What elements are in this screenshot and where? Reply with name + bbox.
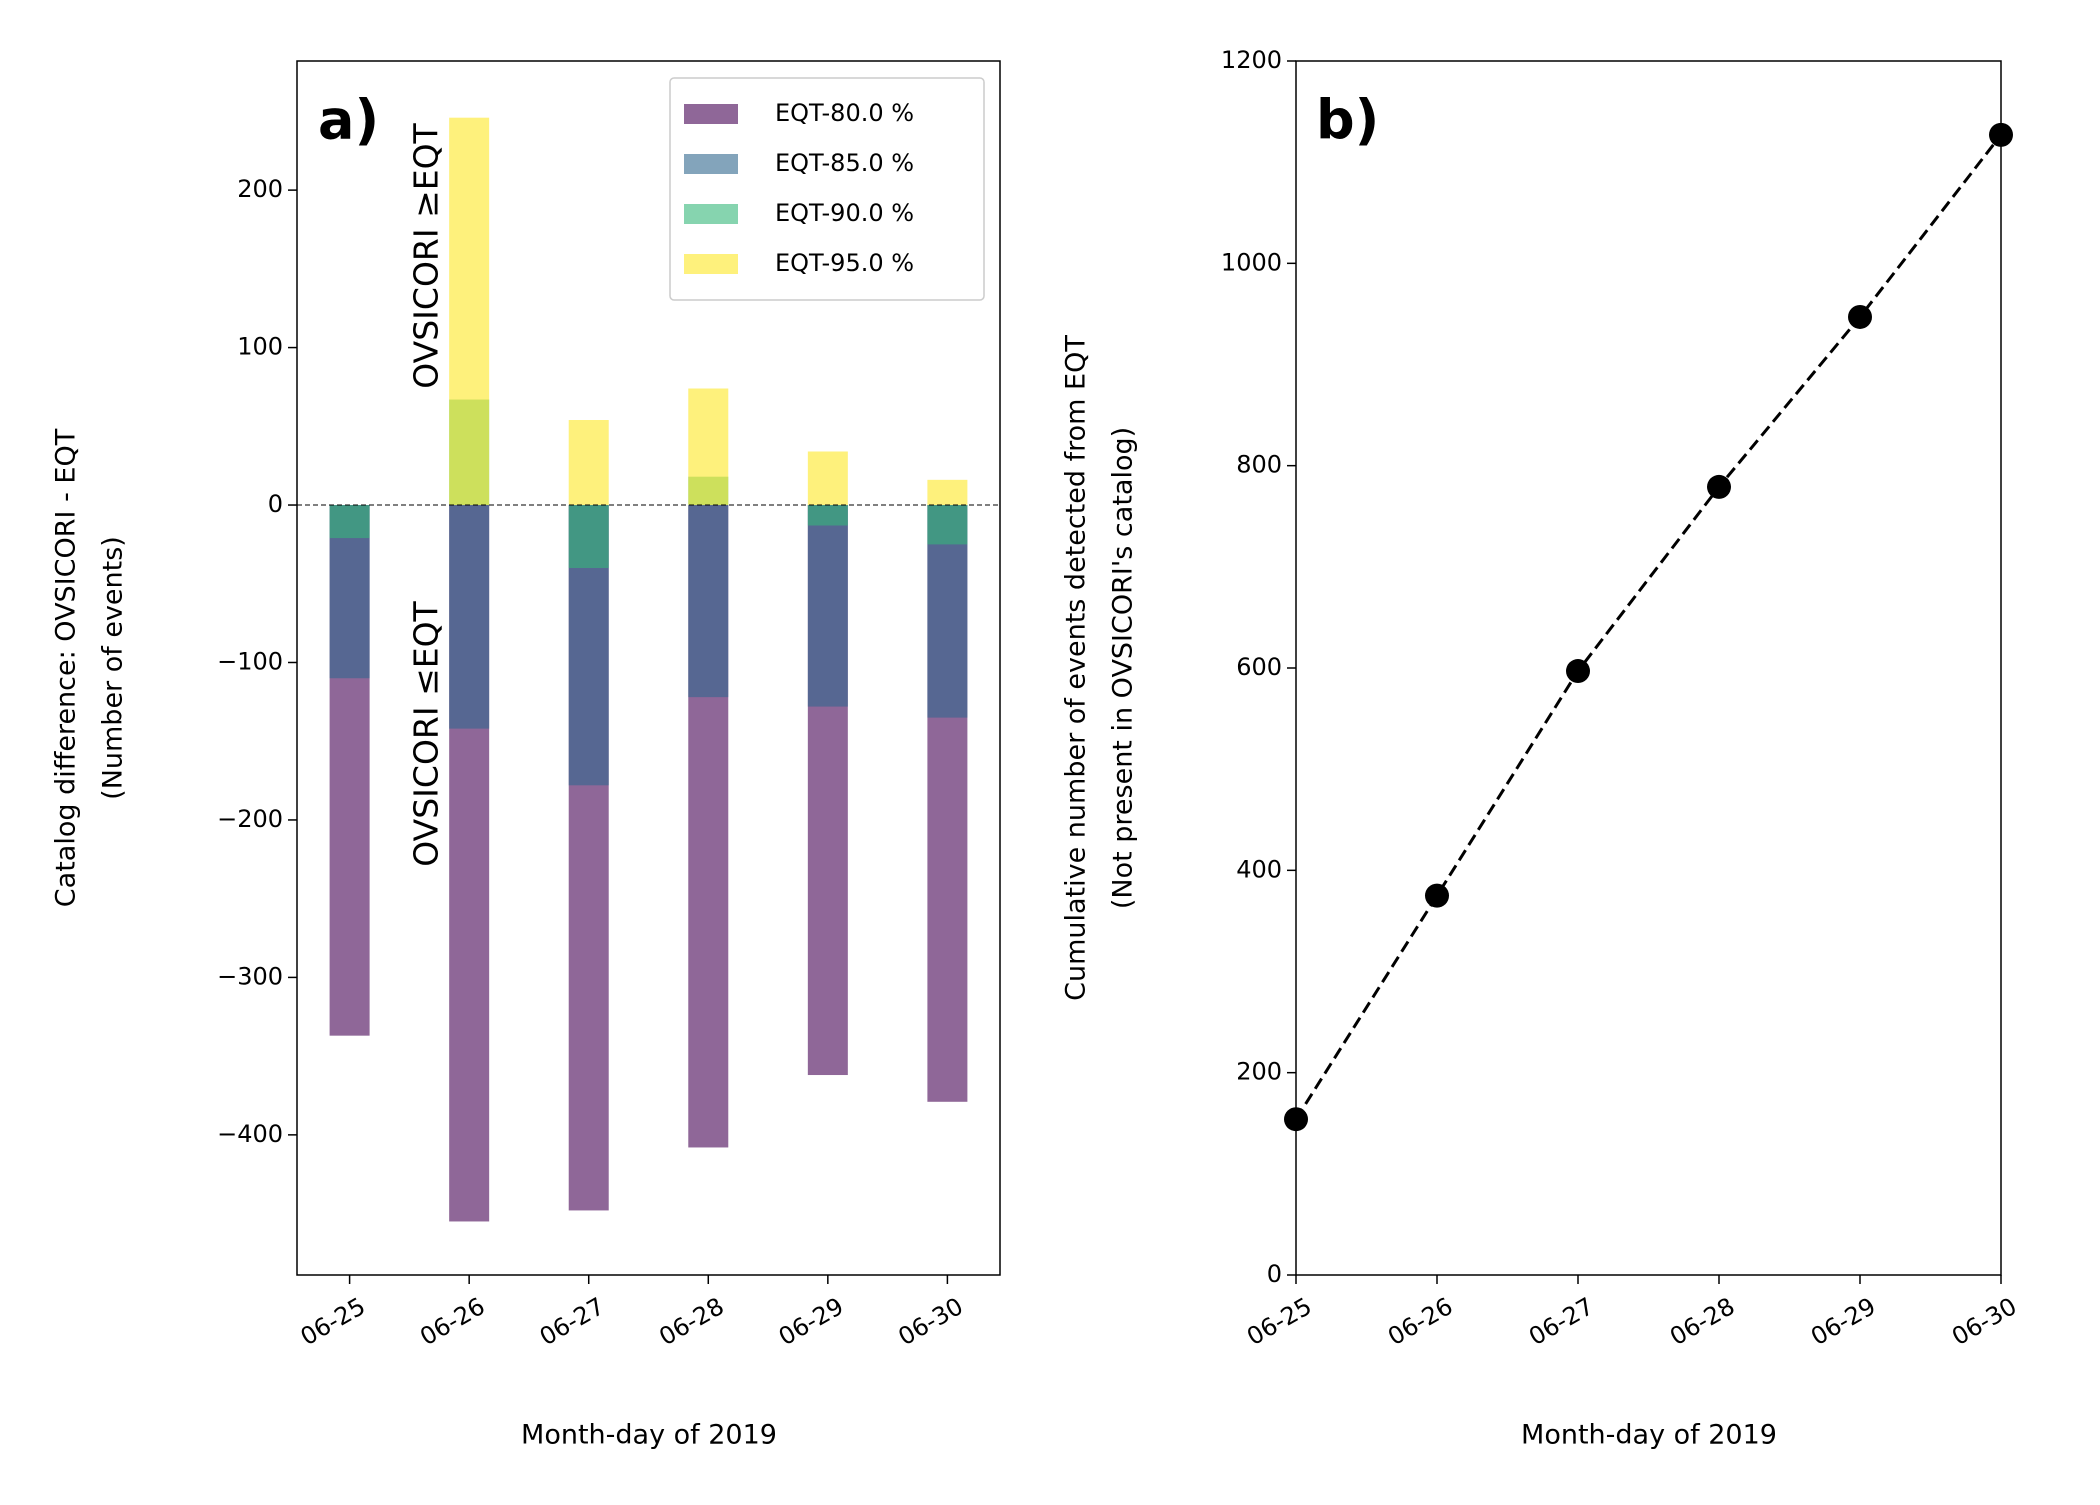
y-tick-label: 800: [1236, 451, 1282, 479]
line: [1294, 133, 2003, 1121]
y-tick-label: −300: [217, 962, 283, 990]
y-axis-label: Cumulative number of events detected fro…: [1061, 335, 1092, 1001]
y-tick-label: 0: [268, 490, 283, 518]
y-axis-label: (Not present in OVSICORI's catalog): [1108, 427, 1139, 909]
y-tick-label: −100: [217, 647, 283, 675]
bar: [807, 505, 848, 526]
bar: [927, 479, 968, 506]
annotation: OVSICORI ≥EQT: [407, 122, 446, 388]
y-tick-label: 1200: [1221, 46, 1282, 74]
x-axis-label: Month-day of 2019: [1521, 1420, 1777, 1451]
legend-box: [669, 77, 985, 301]
bar: [688, 505, 729, 698]
x-tick-label: 06-30: [1947, 1292, 2021, 1351]
bar: [688, 388, 729, 506]
bar: [449, 505, 490, 729]
annotation: b): [1316, 89, 1379, 152]
legend-label: EQT-95.0 %: [775, 249, 914, 277]
y-tick-label: −400: [217, 1120, 283, 1148]
x-tick-label: 06-25: [296, 1292, 370, 1351]
legend-swatch: [684, 254, 738, 274]
x-tick-label: 06-27: [535, 1292, 609, 1351]
y-tick-label: 0: [1267, 1260, 1282, 1288]
legend-label: EQT-85.0 %: [775, 149, 914, 177]
legend-label: EQT-90.0 %: [775, 199, 914, 227]
legend-swatch: [684, 154, 738, 174]
point: [1566, 659, 1590, 684]
axes-frame: [1295, 60, 2002, 1276]
annotation: a): [318, 89, 379, 152]
axes-frame: [296, 60, 1001, 1276]
point: [1848, 304, 1872, 329]
x-tick-label: 06-25: [1242, 1292, 1316, 1351]
x-tick-label: 06-28: [1665, 1292, 1739, 1351]
legend-swatch: [684, 104, 738, 124]
bar: [568, 505, 609, 569]
y-axis-label: Catalog difference: OVSICORI - EQT: [51, 428, 82, 907]
x-tick-label: 06-27: [1524, 1292, 1598, 1351]
x-axis-label: Month-day of 2019: [521, 1420, 777, 1451]
y-tick-label: 1000: [1221, 248, 1282, 276]
x-tick-label: 06-26: [415, 1292, 489, 1351]
x-tick-label: 06-29: [774, 1292, 848, 1351]
y-tick-label: −200: [217, 805, 283, 833]
x-tick-label: 06-26: [1383, 1292, 1457, 1351]
annotation: OVSICORI ≤EQT: [407, 600, 446, 866]
x-tick-label: 06-28: [654, 1292, 728, 1351]
y-axis-label: (Number of events): [98, 536, 129, 800]
legend-label: EQT-80.0 %: [775, 99, 914, 127]
y-tick-label: 200: [1236, 1058, 1282, 1086]
y-tick-label: 200: [237, 175, 283, 203]
bar: [807, 451, 848, 506]
bar: [329, 505, 370, 539]
bar: [807, 505, 848, 707]
bar: [927, 505, 968, 545]
point: [1707, 474, 1731, 499]
point: [1425, 883, 1449, 908]
y-tick-label: 400: [1236, 855, 1282, 883]
x-tick-label: 06-30: [893, 1292, 967, 1351]
bar: [449, 117, 490, 506]
x-tick-label: 06-29: [1806, 1292, 1880, 1351]
y-tick-label: 600: [1236, 653, 1282, 681]
y-tick-label: 100: [237, 333, 283, 361]
legend-swatch: [684, 204, 738, 224]
bar: [568, 420, 609, 506]
